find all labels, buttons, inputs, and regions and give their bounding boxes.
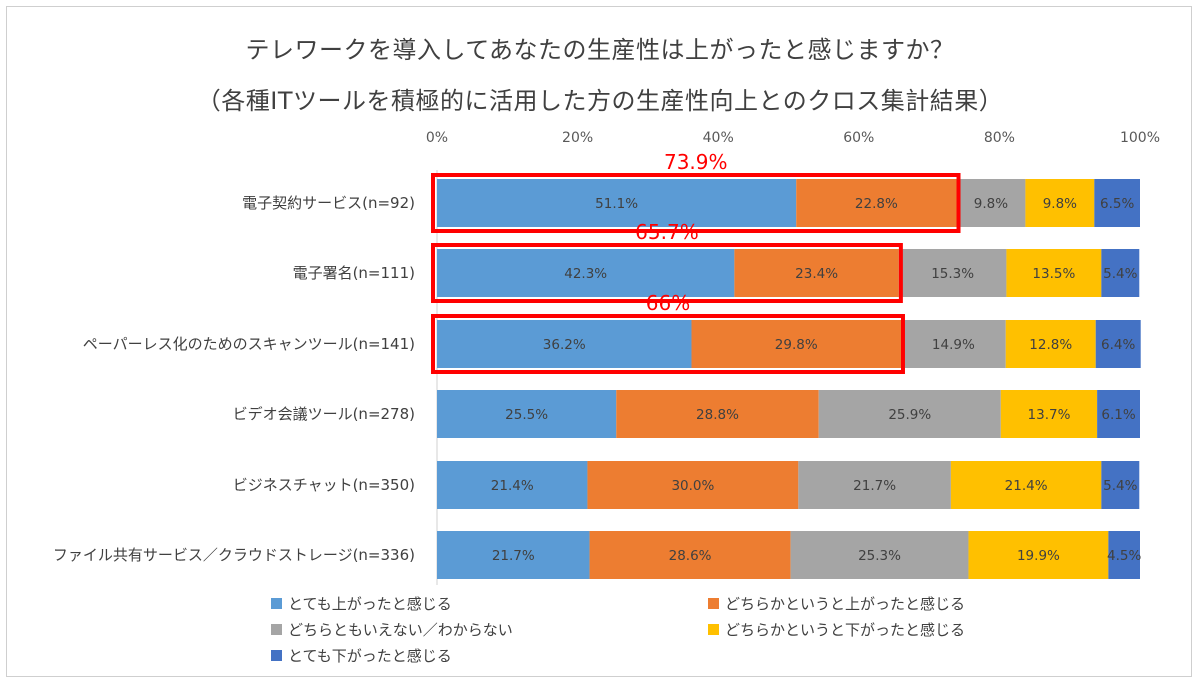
bar-segment xyxy=(437,249,735,297)
chart-title: テレワークを導入してあなたの生産性は上がったと感じますか？ xyxy=(245,36,955,64)
bar-segment xyxy=(1101,461,1140,509)
bar-segment xyxy=(898,249,1007,297)
legend-item: どちらかというと下がったと感じる xyxy=(708,619,965,640)
annotation-label: 73.9% xyxy=(664,150,728,174)
legend-label: どちらかというと下がったと感じる xyxy=(725,621,966,639)
bar-segment xyxy=(691,320,901,368)
data-label: 51.1% xyxy=(595,196,638,212)
bar-segment xyxy=(437,531,590,579)
bar-segment xyxy=(437,461,588,509)
bar-segment xyxy=(956,179,1026,227)
bar-segment xyxy=(818,390,1001,438)
category-label: 電子契約サービス(n=92) xyxy=(242,194,415,212)
x-tick-label: 0% xyxy=(426,130,448,146)
legend-label: どちらかというと上がったと感じる xyxy=(725,595,966,613)
data-label: 9.8% xyxy=(974,196,1008,212)
category-label: ビデオ会議ツール(n=278) xyxy=(233,405,415,423)
data-label: 13.5% xyxy=(1032,266,1075,282)
annotation-label: 66% xyxy=(646,291,690,315)
bar-segment xyxy=(950,461,1102,509)
x-tick-label: 100% xyxy=(1120,130,1160,146)
x-tick-label: 40% xyxy=(703,130,734,146)
data-label: 12.8% xyxy=(1029,337,1072,353)
legend-swatch xyxy=(271,650,282,661)
annotation-label: 65.7% xyxy=(635,220,699,244)
data-label: 6.4% xyxy=(1101,337,1135,353)
bar-segment xyxy=(1101,249,1140,297)
highlight-box xyxy=(431,314,905,374)
data-label: 9.8% xyxy=(1043,196,1077,212)
highlight-box xyxy=(431,173,961,233)
data-label: 23.4% xyxy=(795,266,838,282)
bar-segment xyxy=(437,179,797,227)
data-label: 15.3% xyxy=(931,266,974,282)
data-label: 25.9% xyxy=(888,407,931,423)
legend-item: どちらかというと上がったと感じる xyxy=(708,593,965,614)
legend-swatch xyxy=(271,624,282,635)
bar-segment xyxy=(589,531,791,579)
bar-segment xyxy=(790,531,969,579)
legend-item: どちらともいえない／わからない xyxy=(271,619,513,640)
chart-frame xyxy=(6,6,1192,677)
data-label: 21.7% xyxy=(853,478,896,494)
bar-segment xyxy=(437,390,617,438)
bar-segment xyxy=(587,461,799,509)
bar-segment xyxy=(1005,320,1096,368)
x-tick-label: 20% xyxy=(562,130,593,146)
legend-label: とても上がったと感じる xyxy=(288,595,452,613)
data-label: 14.9% xyxy=(932,337,975,353)
legend-label: とても下がったと感じる xyxy=(288,647,452,665)
data-label: 19.9% xyxy=(1017,548,1060,564)
x-tick-label: 80% xyxy=(984,130,1015,146)
legend-label: どちらともいえない／わからない xyxy=(288,621,513,639)
bar-segment xyxy=(900,320,1006,368)
bar-segment xyxy=(734,249,899,297)
x-tick-label: 60% xyxy=(843,130,874,146)
legend-item: とても下がったと感じる xyxy=(271,645,452,666)
data-label: 13.7% xyxy=(1028,407,1071,423)
bar-segment xyxy=(1095,320,1141,368)
data-label: 5.4% xyxy=(1103,266,1137,282)
category-label: 電子署名(n=111) xyxy=(293,264,415,282)
data-label: 36.2% xyxy=(543,337,586,353)
data-label: 30.0% xyxy=(671,478,714,494)
data-label: 28.8% xyxy=(696,407,739,423)
data-label: 25.5% xyxy=(505,407,548,423)
data-label: 22.8% xyxy=(855,196,898,212)
bar-segment xyxy=(968,531,1109,579)
bar-segment xyxy=(798,461,951,509)
data-label: 25.3% xyxy=(858,548,901,564)
legend-swatch xyxy=(271,598,282,609)
data-label: 21.4% xyxy=(491,478,534,494)
data-label: 21.7% xyxy=(492,548,535,564)
data-label: 29.8% xyxy=(775,337,818,353)
data-label: 4.5% xyxy=(1107,548,1141,564)
data-label: 5.4% xyxy=(1103,478,1137,494)
data-label: 28.6% xyxy=(669,548,712,564)
bar-segment xyxy=(1097,390,1140,438)
bar-segment xyxy=(1006,249,1102,297)
legend-swatch xyxy=(708,598,719,609)
chart-subtitle: （各種ITツールを積極的に活用した方の生産性向上とのクロス集計結果） xyxy=(196,87,1004,115)
bar-segment xyxy=(1000,390,1098,438)
legend-item: とても上がったと感じる xyxy=(271,593,452,614)
bar-segment xyxy=(1108,531,1140,579)
data-label: 6.1% xyxy=(1101,407,1135,423)
bar-segment xyxy=(796,179,957,227)
category-label: ファイル共有サービス／クラウドストレージ(n=336) xyxy=(53,546,415,564)
data-label: 6.5% xyxy=(1100,196,1134,212)
data-label: 42.3% xyxy=(564,266,607,282)
category-label: ビジネスチャット(n=350) xyxy=(233,476,415,494)
legend-swatch xyxy=(708,624,719,635)
highlight-box xyxy=(431,243,903,303)
bar-segment xyxy=(1025,179,1095,227)
bar-segment xyxy=(616,390,819,438)
category-label: ペーパーレス化のためのスキャンツール(n=141) xyxy=(83,335,415,353)
data-label: 21.4% xyxy=(1005,478,1048,494)
bar-segment xyxy=(437,320,692,368)
bar-segment xyxy=(1094,179,1140,227)
